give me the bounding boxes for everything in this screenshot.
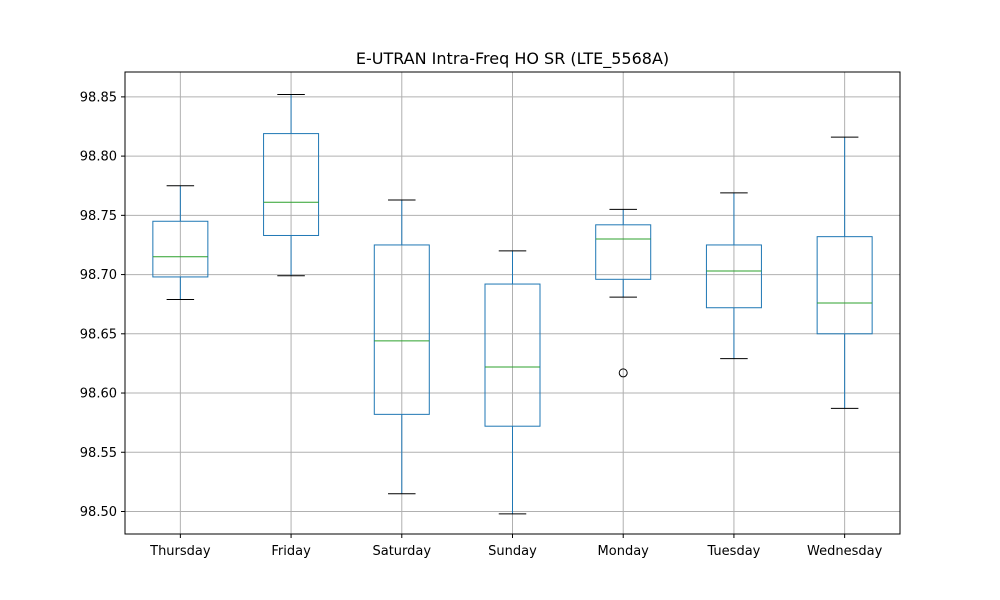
y-tick-label: 98.55 xyxy=(80,446,117,461)
iqr-box xyxy=(373,244,430,415)
x-tick-label: Friday xyxy=(271,544,311,559)
x-tick-label: Sunday xyxy=(488,544,537,559)
box-saturday xyxy=(373,199,430,495)
x-tick-label: Tuesday xyxy=(706,544,760,559)
x-tick-label: Monday xyxy=(598,544,650,559)
y-tick-label: 98.70 xyxy=(80,268,117,283)
plot-area: 98.50 98.55 98.60 98.65 98.70 98.75 98.80 98.85… xyxy=(80,71,901,559)
box-thursday xyxy=(152,185,209,300)
x-tick-label: Saturday xyxy=(372,544,431,559)
y-tick-label: 98.50 xyxy=(80,505,117,520)
y-tick-label: 98.85 xyxy=(80,90,117,105)
outlier-point xyxy=(618,368,628,378)
boxes xyxy=(152,94,873,515)
axes-frame xyxy=(124,71,901,535)
iqr-box xyxy=(705,244,762,309)
box-sunday xyxy=(484,250,541,515)
y-tick-label: 98.65 xyxy=(80,327,117,342)
iqr-box xyxy=(816,236,873,335)
iqr-box xyxy=(484,283,541,427)
box-tuesday xyxy=(705,192,762,360)
iqr-box xyxy=(263,133,320,236)
box-monday xyxy=(595,208,652,378)
box-wednesday xyxy=(816,136,873,409)
iqr-box xyxy=(595,224,652,280)
box-friday xyxy=(263,94,320,277)
y-tick-label: 98.75 xyxy=(80,209,117,224)
y-tick-label: 98.80 xyxy=(80,150,117,165)
chart-title: E-UTRAN Intra-Freq HO SR (LTE_5568A) xyxy=(356,49,669,69)
x-tick-label: Wednesday xyxy=(807,544,883,559)
y-tick-label: 98.60 xyxy=(80,387,117,402)
x-tick-label: Thursday xyxy=(149,544,211,559)
axis-ticks: 98.50 98.55 98.60 98.65 98.70 98.75 98.80 98.85… xyxy=(80,90,883,559)
iqr-box xyxy=(152,220,209,278)
